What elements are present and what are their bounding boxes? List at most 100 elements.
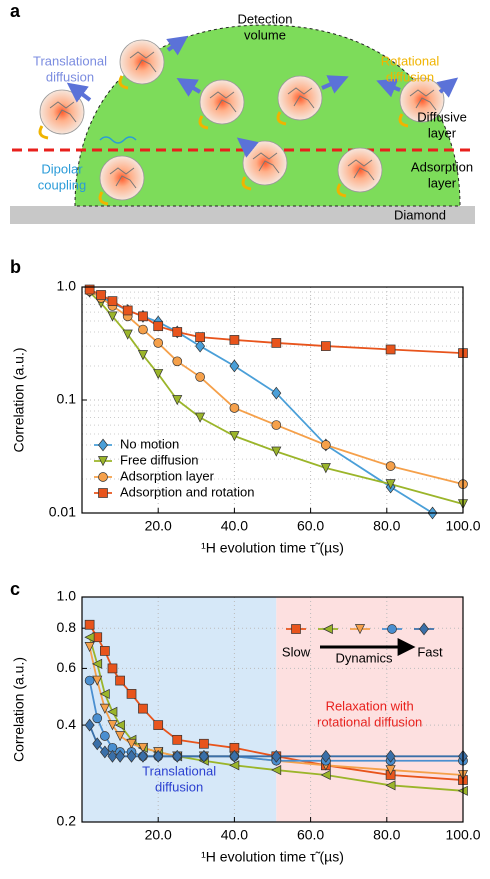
y-tick-label: 0.01 xyxy=(49,504,76,520)
label: layer xyxy=(428,175,457,190)
data-point xyxy=(115,731,126,742)
molecule-bonds xyxy=(129,51,157,73)
x-tick-label: 100.0 xyxy=(445,827,480,843)
data-point xyxy=(172,749,183,763)
data-point xyxy=(84,619,95,630)
data-point xyxy=(115,675,125,686)
x-axis-label: ¹H evolution time τ̃ (µs) xyxy=(201,540,344,556)
diffusion-arrow xyxy=(321,75,349,94)
region-label: Relaxation with xyxy=(326,698,414,713)
legend-label: Free diffusion xyxy=(120,452,199,467)
y-tick-label: 0.1 xyxy=(57,391,77,407)
data-point xyxy=(126,749,137,763)
legend-marker xyxy=(354,624,366,635)
label: Dipolar xyxy=(41,161,83,176)
data-point xyxy=(320,769,331,781)
legend-marker xyxy=(98,438,108,452)
panel-label: c xyxy=(10,579,20,599)
data-point xyxy=(172,395,183,406)
data-point xyxy=(198,749,209,763)
plot-frame xyxy=(81,596,464,823)
x-axis-label: ¹H evolution time τ̃ (µs) xyxy=(201,849,344,865)
label: Translational xyxy=(33,53,107,68)
diffusion-arrow xyxy=(436,77,459,98)
data-point xyxy=(84,284,95,295)
data-point xyxy=(92,737,103,751)
data-point xyxy=(96,290,106,300)
data-point xyxy=(271,446,282,457)
data-point xyxy=(84,632,95,643)
data-point xyxy=(138,749,148,763)
region-label: rotational diffusion xyxy=(317,714,422,729)
legend-marker xyxy=(291,624,301,634)
label: diffusion xyxy=(386,69,434,84)
data-point xyxy=(138,324,148,335)
label: Detection xyxy=(238,11,293,26)
data-point xyxy=(172,327,183,337)
data-point xyxy=(229,403,240,413)
label: Adsorption xyxy=(411,159,473,174)
label: layer xyxy=(428,125,457,140)
data-point xyxy=(385,749,396,763)
rotation-arrow xyxy=(98,191,109,206)
data-point xyxy=(271,386,282,400)
data-point xyxy=(153,369,164,380)
data-point xyxy=(107,311,118,322)
legend-marker xyxy=(98,488,108,498)
panel-label: a xyxy=(10,1,21,21)
data-point xyxy=(195,372,205,382)
molecule xyxy=(119,39,165,85)
y-tick-label: 0.4 xyxy=(57,716,77,732)
data-point xyxy=(122,305,133,316)
data-point xyxy=(271,764,282,776)
region-label: Translational xyxy=(142,763,216,778)
data-point xyxy=(229,760,240,771)
data-point xyxy=(153,338,164,348)
data-point xyxy=(138,703,148,714)
data-point xyxy=(229,431,240,442)
molecule xyxy=(199,79,245,125)
data-point xyxy=(385,461,396,471)
legend-marker xyxy=(419,622,429,636)
data-point xyxy=(229,335,240,345)
data-point xyxy=(84,718,95,732)
data-point xyxy=(91,658,103,669)
data-point xyxy=(271,420,282,430)
data-point xyxy=(320,341,331,351)
data-point xyxy=(100,731,110,741)
label: Diamond xyxy=(394,207,446,222)
data-point xyxy=(92,713,103,724)
data-point xyxy=(195,339,206,353)
legend-label: No motion xyxy=(120,436,179,451)
label: volume xyxy=(244,27,286,42)
legend-marker xyxy=(322,623,333,635)
legend-marker xyxy=(97,456,109,467)
y-tick-label: 0.8 xyxy=(57,619,77,635)
data-point xyxy=(137,742,149,754)
molecule-bonds xyxy=(109,167,137,189)
y-axis-label: Correlation (a.u.) xyxy=(11,347,27,452)
rotation-arrow xyxy=(118,75,129,90)
x-tick-label: 40.0 xyxy=(221,518,248,534)
y-tick-label: 0.6 xyxy=(57,659,77,675)
label: coupling xyxy=(38,177,86,192)
label: diffusion xyxy=(46,69,94,84)
legend-marker xyxy=(387,624,397,634)
data-point xyxy=(99,703,110,714)
rotation-arrow xyxy=(398,113,409,128)
diamond-slab xyxy=(10,206,475,224)
data-point xyxy=(153,720,164,730)
x-tick-label: 20.0 xyxy=(145,518,172,534)
data-point xyxy=(229,749,240,763)
x-tick-label: 40.0 xyxy=(221,827,248,843)
label: Rotational xyxy=(381,53,440,68)
data-point xyxy=(114,720,125,731)
legend-text: Fast xyxy=(417,644,443,659)
data-point xyxy=(195,332,205,342)
data-point xyxy=(84,642,95,653)
x-tick-label: 80.0 xyxy=(373,518,400,534)
x-tick-label: 80.0 xyxy=(373,827,400,843)
molecule-bonds xyxy=(409,89,437,111)
data-point xyxy=(99,688,110,699)
